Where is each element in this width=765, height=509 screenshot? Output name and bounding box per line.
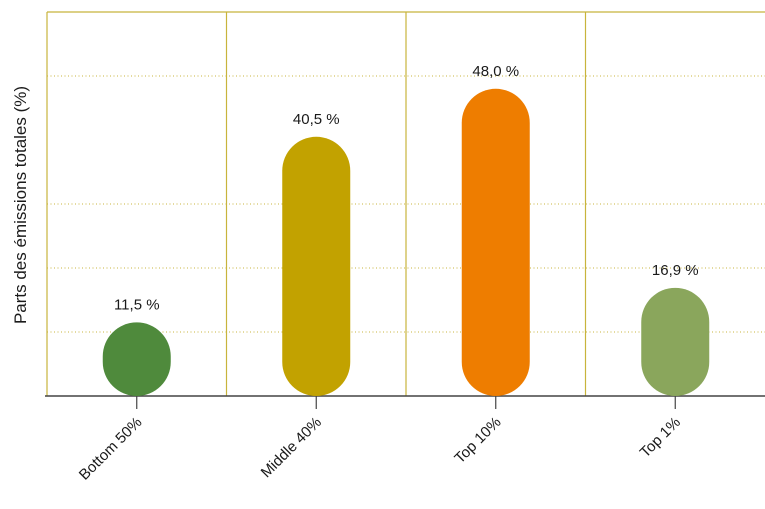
y-axis-label: Parts des émissions totales (%) <box>11 86 30 324</box>
value-label-middle-40: 40,5 % <box>293 111 340 128</box>
x-tick-label-top-10: Top 10% <box>451 414 504 467</box>
bar-top-10 <box>461 88 530 397</box>
chart-frame <box>45 11 765 397</box>
gridlines <box>47 75 765 333</box>
bar-middle-40 <box>282 136 351 397</box>
x-tick-label-bottom-50: Bottom 50% <box>76 414 146 484</box>
bar-bottom-50 <box>102 322 171 396</box>
value-label-bottom-50: 11,5 % <box>114 296 160 313</box>
value-label-top-10: 48,0 % <box>472 63 519 80</box>
bars <box>102 88 710 397</box>
x-tick-label-middle-40: Middle 40% <box>258 414 325 481</box>
x-tick-labels: Bottom 50% Middle 40% Top 10% Top 1% <box>76 396 684 484</box>
value-labels: 11,5 % 40,5 % 48,0 % 16,9 % <box>114 63 699 314</box>
bar-top-1 <box>641 287 710 396</box>
value-label-top-1: 16,9 % <box>652 262 699 279</box>
x-tick-label-top-1: Top 1% <box>637 414 684 461</box>
